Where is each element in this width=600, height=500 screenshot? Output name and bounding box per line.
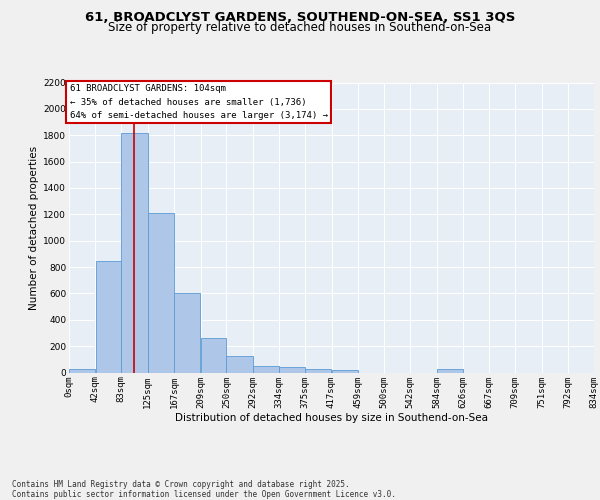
Bar (332, 370, 358, 372)
Bar (121, 132, 148, 372)
Text: Size of property relative to detached houses in Southend-on-Sea: Size of property relative to detached ho… (109, 22, 491, 35)
Bar (148, 213, 174, 372)
Bar (95, 261, 121, 372)
Y-axis label: Number of detached properties: Number of detached properties (29, 146, 39, 310)
Text: Contains HM Land Registry data © Crown copyright and database right 2025.
Contai: Contains HM Land Registry data © Crown c… (12, 480, 396, 499)
Bar (253, 366, 279, 372)
X-axis label: Distribution of detached houses by size in Southend-on-Sea: Distribution of detached houses by size … (175, 413, 488, 423)
Bar (305, 368, 331, 372)
Text: 61, BROADCLYST GARDENS, SOUTHEND-ON-SEA, SS1 3QS: 61, BROADCLYST GARDENS, SOUTHEND-ON-SEA,… (85, 11, 515, 24)
Bar (437, 369, 463, 372)
Bar (200, 338, 226, 372)
Bar (69, 369, 95, 372)
Bar (174, 294, 200, 372)
Bar (226, 356, 253, 372)
Bar (280, 367, 305, 372)
Text: 61 BROADCLYST GARDENS: 104sqm
← 35% of detached houses are smaller (1,736)
64% o: 61 BROADCLYST GARDENS: 104sqm ← 35% of d… (70, 84, 328, 120)
